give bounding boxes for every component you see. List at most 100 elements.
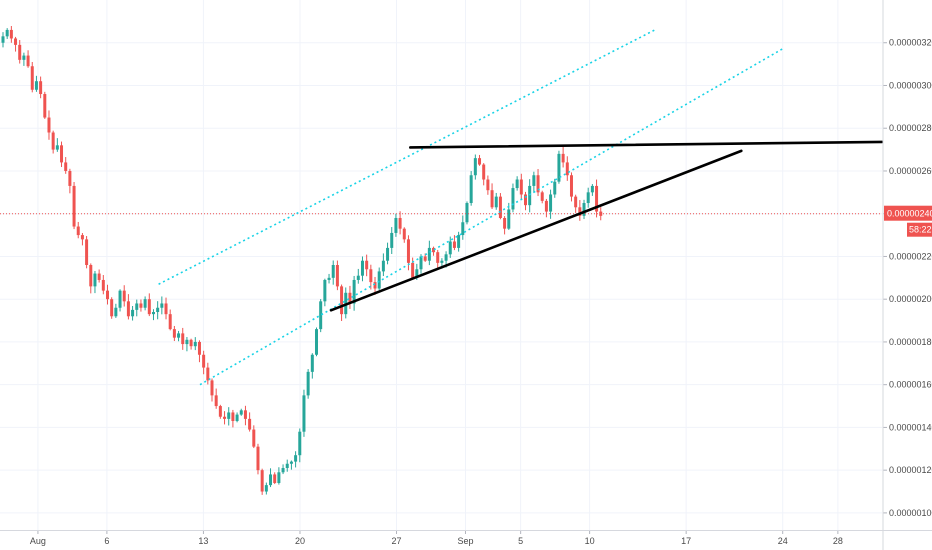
y-tick-label: 0.00000100 [889,508,932,518]
candle-body [164,303,168,315]
candle-body [281,468,285,473]
candle-body [239,410,243,415]
candle-body [569,175,573,197]
candle-body [156,307,160,313]
candle-body [289,461,293,464]
candle-body [93,273,97,287]
candle-body [561,153,565,163]
y-tick-label: 0.00000180 [889,337,932,347]
candle-body [260,470,264,492]
candle-body [586,192,590,204]
candle-body [536,175,540,193]
candle-body [574,196,578,208]
candle-body [595,185,599,212]
candle-body [189,339,193,347]
x-tick-label: 6 [104,536,109,546]
candle-body [243,410,247,419]
current-price-tag: 0.00000240 58:22 [884,205,932,237]
x-tick-label: Sep [457,536,473,546]
candle-body [532,175,536,186]
y-tick-label: 0.00000260 [889,166,932,176]
candle-body [440,260,444,263]
candle-body [419,256,423,270]
candle-body [39,81,43,95]
candle-body [444,254,448,261]
channel-lower-line [199,48,784,386]
candle-body [415,269,419,278]
candle-body [365,260,369,270]
candle-body [319,301,323,330]
x-tick-label: 13 [198,536,208,546]
candle-body [43,94,47,118]
candle-body [64,162,68,171]
candle-body [97,273,101,280]
y-tick-label: 0.00000160 [889,380,932,390]
candle-body [135,303,139,310]
candle-body [377,271,381,289]
candle-body [126,301,130,317]
y-tick-label: 0.00000140 [889,422,932,432]
candle-body [110,299,114,317]
candle-body [331,265,335,278]
candle-body [172,329,176,338]
candle-body [1,36,5,43]
candle-body [122,290,126,302]
candle-body [524,194,527,206]
candle-body [369,269,373,283]
candle-body [302,395,306,432]
candle-body [544,200,548,212]
candle-body [494,196,498,208]
candle-body [114,307,118,317]
candle-body [394,217,398,233]
candle-body [197,341,201,355]
candle-body [406,239,410,263]
candle-body [131,309,135,317]
candle-body [235,414,239,422]
candle-body [315,329,318,355]
candle-body [360,260,364,276]
countdown-label: 58:22 [909,225,932,235]
candle-body [22,55,26,60]
candle-body [231,412,235,422]
candle-body [473,158,477,176]
candle-body [452,241,456,248]
y-tick-label: 0.00000280 [889,123,932,133]
candle-body [482,164,486,180]
candle-body [323,279,327,302]
candle-body [582,203,586,216]
candle-body [252,429,256,447]
current-price-label: 0.00000240 [887,209,932,219]
candle-body [457,235,461,248]
candle-body [185,339,189,345]
candle-body [557,153,561,182]
y-tick-label: 0.00000120 [889,465,932,475]
candle-body [26,55,30,67]
candle-body [498,196,502,218]
candle-body [507,209,511,229]
candle-body [227,412,231,419]
candle-body [269,474,273,486]
candle-body [503,217,507,229]
candle-body [465,203,469,223]
candle-body [565,162,569,176]
candle-body [356,275,360,280]
candle-body [18,44,22,60]
candle-body [256,446,260,471]
candle-body [590,185,594,193]
candle-body [210,380,214,396]
candle-body [160,303,164,308]
x-tick-label: 20 [295,536,305,546]
candle-body [106,290,109,300]
support-trendline [329,149,743,312]
candles-layer [1,26,603,495]
candle-body [181,333,185,345]
candle-body [101,279,105,291]
candle-body [202,354,206,368]
candle-body [386,247,390,261]
candle-body [47,117,51,133]
candle-body [432,247,436,253]
candle-body [80,235,84,240]
candle-body [294,455,298,462]
